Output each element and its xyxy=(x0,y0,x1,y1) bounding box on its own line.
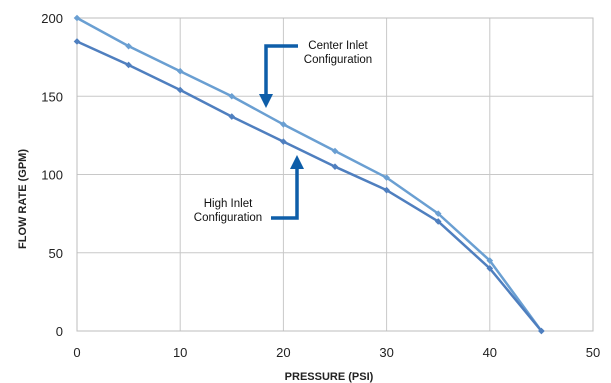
y-tick-label: 50 xyxy=(49,246,63,261)
high-inlet-arrow xyxy=(271,165,299,220)
center-inlet-arrowhead xyxy=(259,94,273,108)
x-axis-title: PRESSURE (PSI) xyxy=(285,371,374,383)
high-inlet-annotation: High Inlet Configuration xyxy=(194,155,304,224)
data-point-center-inlet xyxy=(434,210,442,217)
x-tick-label: 0 xyxy=(73,345,80,360)
data-point-high-inlet xyxy=(331,163,339,170)
data-point-center-inlet xyxy=(125,42,132,50)
high-inlet-arrowhead xyxy=(290,155,304,169)
data-point-center-inlet xyxy=(486,257,494,264)
data-point-high-inlet xyxy=(383,186,390,194)
y-tick-label: 100 xyxy=(41,168,63,183)
data-point-high-inlet xyxy=(176,86,184,94)
x-tick-label: 50 xyxy=(586,345,600,360)
data-point-high-inlet xyxy=(538,327,545,335)
data-point-high-inlet xyxy=(486,265,494,272)
center-inlet-label-line2: Configuration xyxy=(304,54,372,66)
center-inlet-label-line1: Center Inlet xyxy=(308,40,368,52)
high-inlet-label-line1: High Inlet xyxy=(204,198,253,210)
data-point-center-inlet xyxy=(280,121,287,128)
y-tick-labels: 0 50 100 150 200 xyxy=(41,11,63,339)
y-tick-label: 200 xyxy=(41,11,63,26)
center-inlet-arrow xyxy=(264,44,298,98)
y-axis-title: FLOW RATE (GPM) xyxy=(17,149,29,249)
data-point-center-inlet xyxy=(73,14,81,22)
x-tick-label: 10 xyxy=(173,345,187,360)
y-tick-label: 0 xyxy=(56,324,63,339)
x-tick-label: 40 xyxy=(483,345,497,360)
series-line-center-inlet xyxy=(76,16,543,332)
data-point-high-inlet xyxy=(73,38,81,45)
x-tick-label: 20 xyxy=(276,345,290,360)
center-inlet-annotation: Center Inlet Configuration xyxy=(259,40,372,108)
data-point-high-inlet xyxy=(228,113,236,120)
grid-lines xyxy=(76,17,594,332)
plot-frame xyxy=(76,17,594,332)
data-point-center-inlet xyxy=(383,174,390,181)
data-point-high-inlet xyxy=(125,61,132,69)
data-point-center-inlet xyxy=(176,67,184,75)
data-point-center-inlet xyxy=(331,147,339,155)
x-tick-label: 30 xyxy=(379,345,393,360)
high-inlet-label-line2: Configuration xyxy=(194,212,262,224)
y-tick-label: 150 xyxy=(41,89,63,104)
data-point-high-inlet xyxy=(434,218,442,225)
data-point-center-inlet xyxy=(228,92,236,100)
series-group xyxy=(73,14,545,335)
series-line-high-inlet xyxy=(76,40,543,332)
data-point-high-inlet xyxy=(280,138,287,145)
x-tick-labels: 0 10 20 30 40 50 xyxy=(73,345,600,360)
